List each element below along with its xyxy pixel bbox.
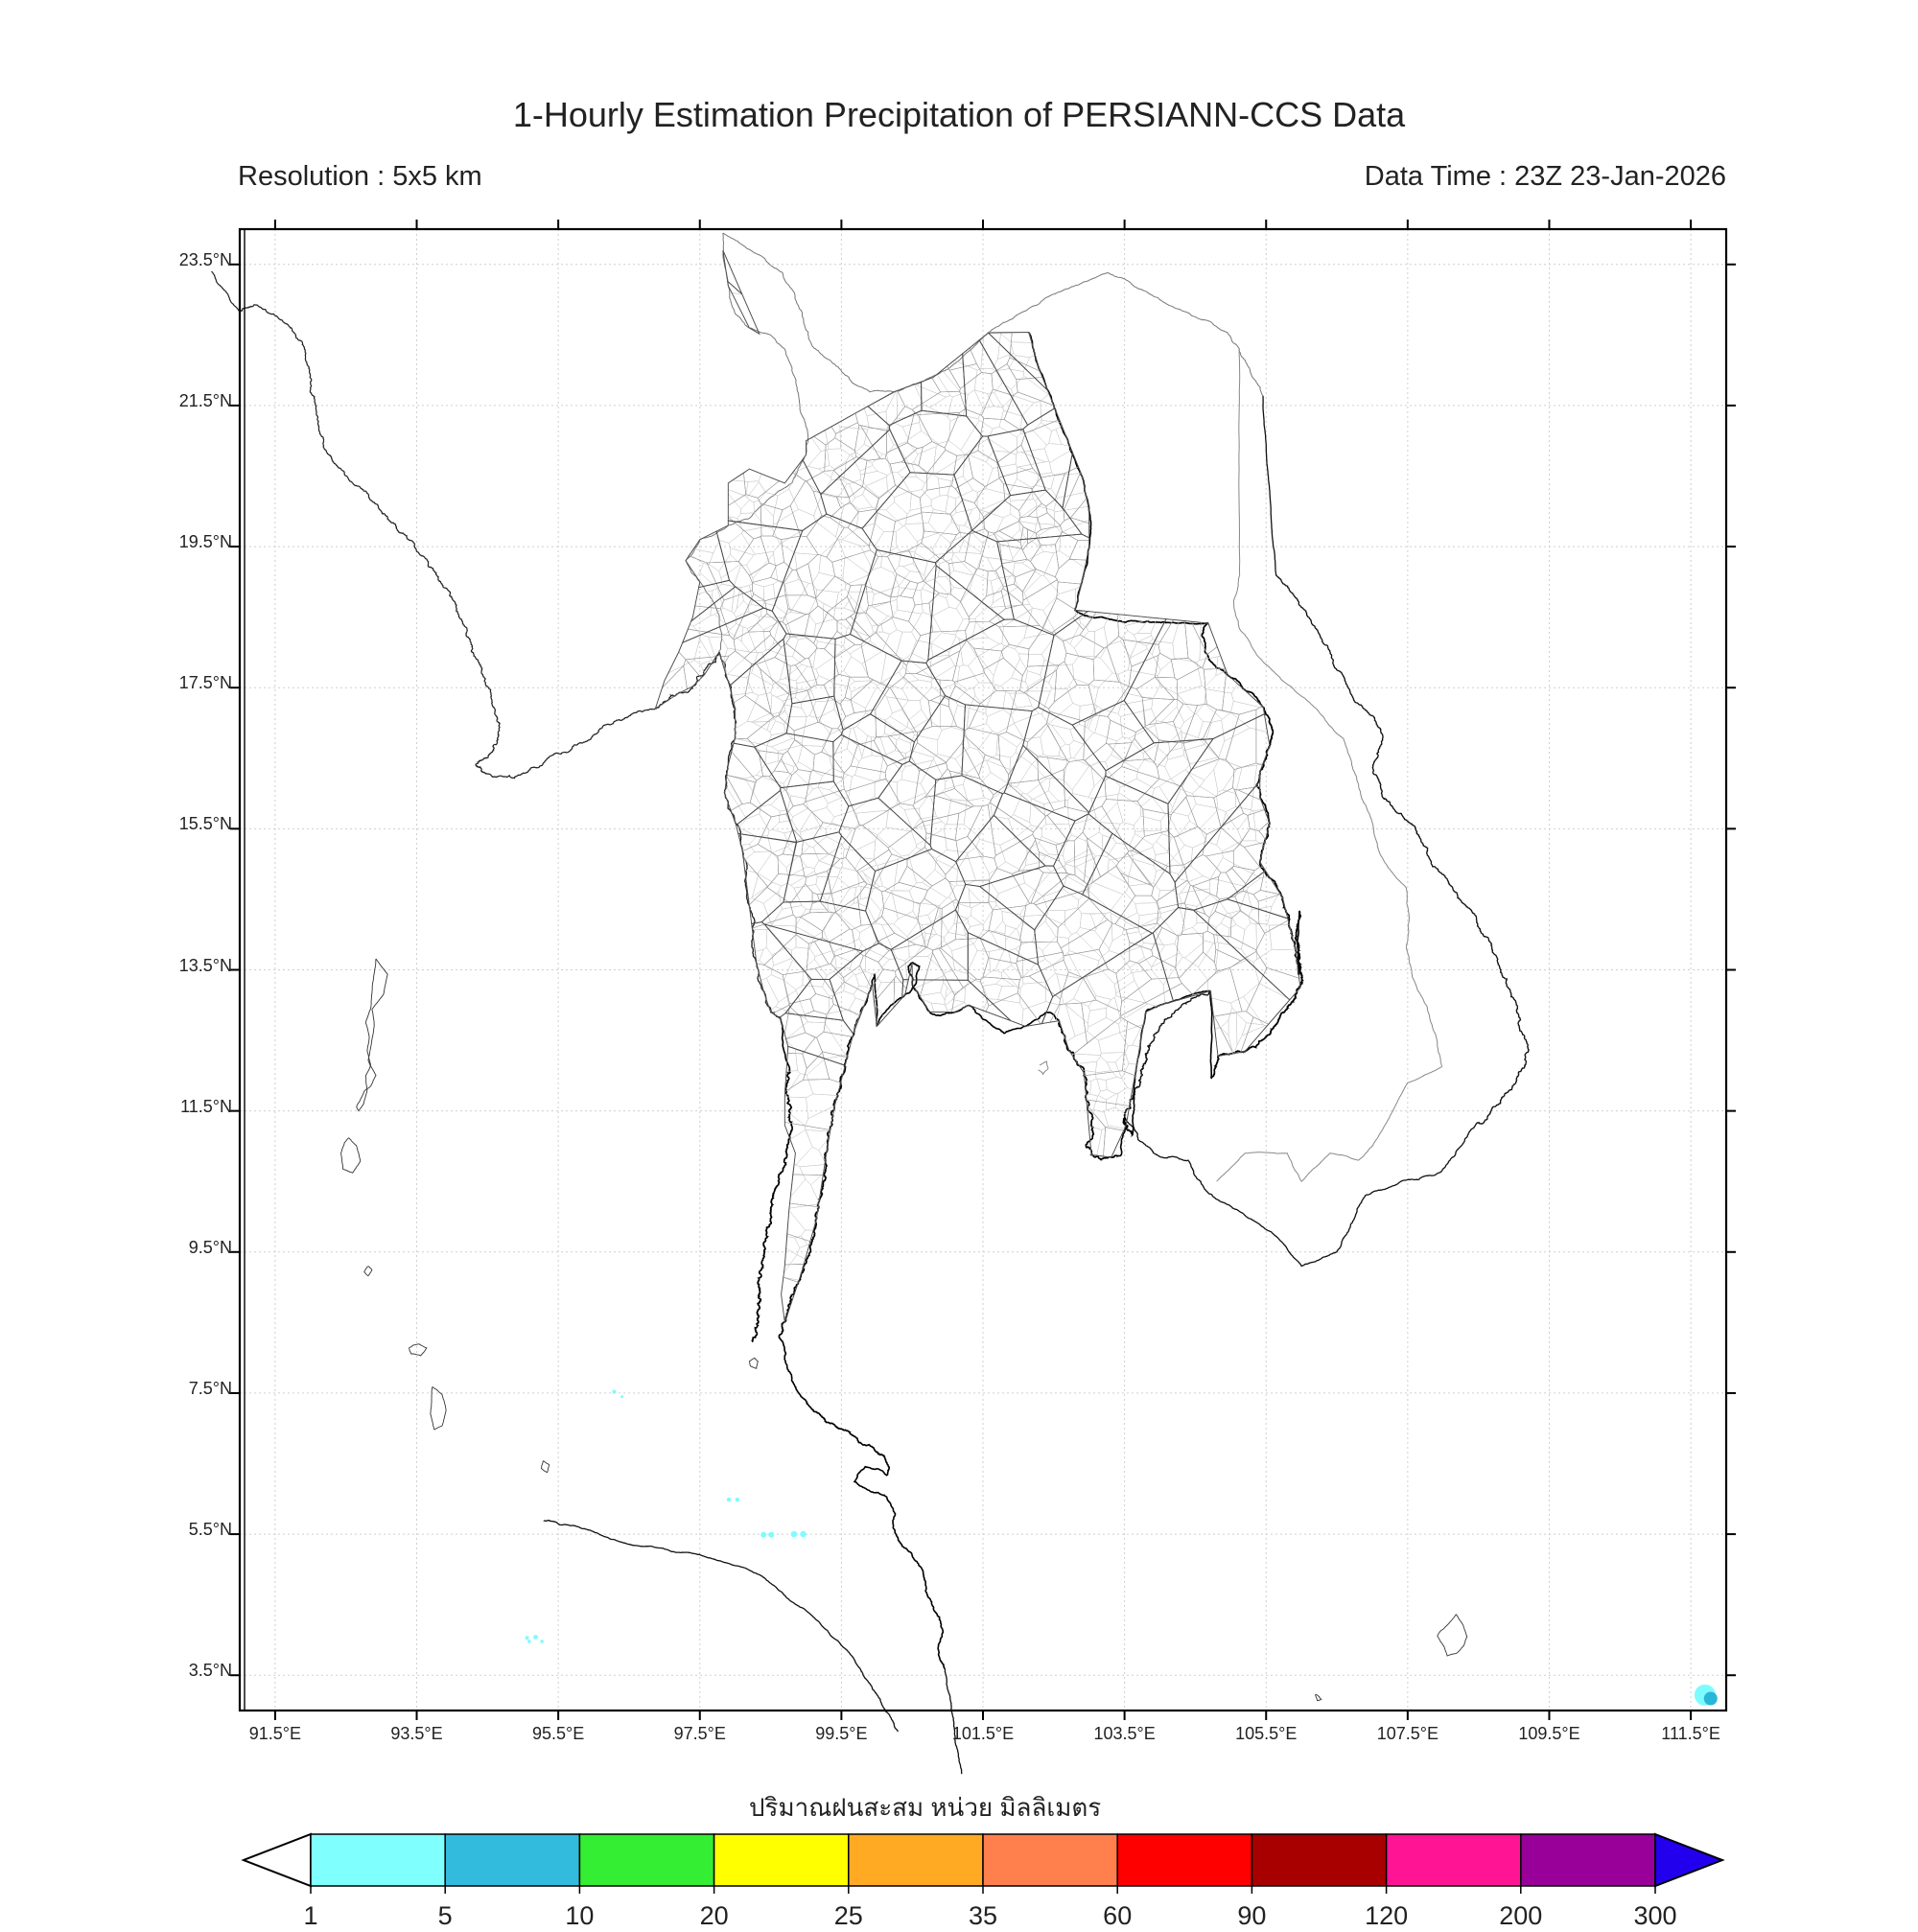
- svg-text:25: 25: [834, 1901, 863, 1930]
- svg-text:200: 200: [1499, 1901, 1542, 1930]
- svg-text:60: 60: [1103, 1901, 1132, 1930]
- svg-text:300: 300: [1633, 1901, 1676, 1930]
- svg-text:35: 35: [969, 1901, 997, 1930]
- svg-text:10: 10: [565, 1901, 594, 1930]
- svg-text:5: 5: [438, 1901, 453, 1930]
- svg-text:20: 20: [700, 1901, 729, 1930]
- svg-text:1: 1: [303, 1901, 317, 1930]
- svg-text:90: 90: [1237, 1901, 1266, 1930]
- svg-text:120: 120: [1365, 1901, 1408, 1930]
